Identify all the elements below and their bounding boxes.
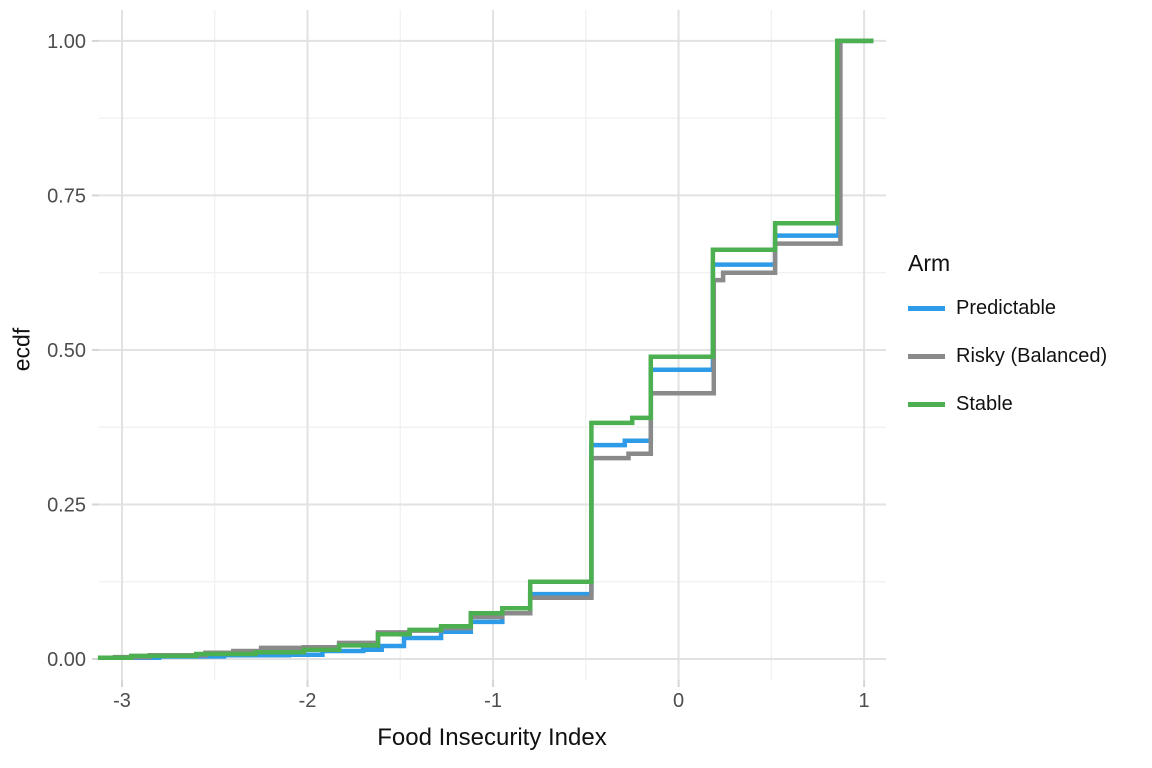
legend-key-line-predictable <box>908 305 945 311</box>
legend-label-risky: Risky (Balanced) <box>956 344 1108 367</box>
x-tick-label: -2 <box>299 690 317 712</box>
legend-item-stable: Stable <box>908 393 1107 415</box>
y-tick-label: 0.75 <box>47 185 86 207</box>
legend-label-stable: Stable <box>956 392 1013 415</box>
x-tick-label: -3 <box>113 690 131 712</box>
x-axis-title: Food Insecurity Index <box>377 724 607 751</box>
x-tick-label: 1 <box>859 690 870 712</box>
x-tick-label: -1 <box>484 690 502 712</box>
legend-item-risky: Risky (Balanced) <box>908 345 1107 367</box>
legend-key-line-stable <box>908 401 945 407</box>
legend-item-predictable: Predictable <box>908 297 1107 319</box>
y-tick-label: 0.50 <box>47 340 86 362</box>
y-tick-label: 0.00 <box>47 649 86 671</box>
legend-key-line-risky <box>908 353 945 359</box>
x-tick-label: 0 <box>673 690 684 712</box>
legend: Arm Predictable Risky (Balanced) Stable <box>908 250 1107 441</box>
legend-title: Arm <box>908 250 951 276</box>
ecdf-line-stable <box>97 38 874 660</box>
legend-label-predictable: Predictable <box>956 296 1057 319</box>
y-tick-label: 1.00 <box>47 31 86 53</box>
y-axis-title: ecdf <box>8 327 35 372</box>
y-tick-label: 0.25 <box>47 494 86 516</box>
